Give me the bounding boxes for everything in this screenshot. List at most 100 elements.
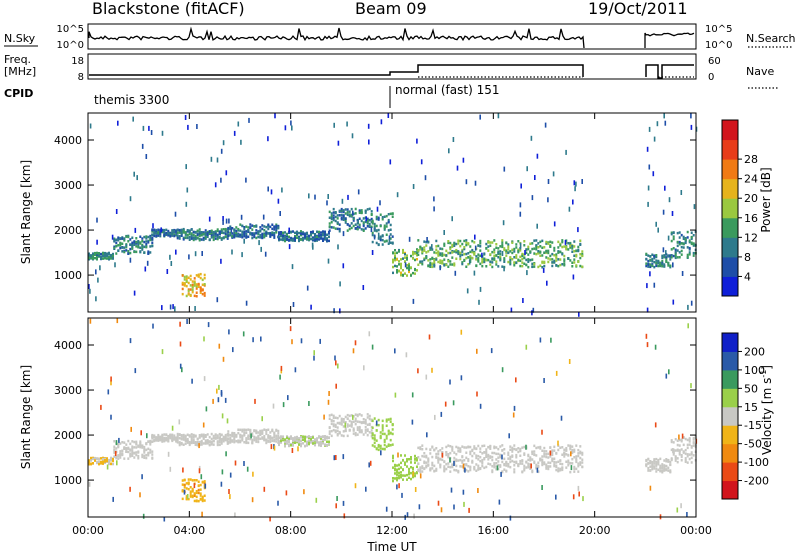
scatter-cell <box>176 432 179 436</box>
scatter-cell <box>559 258 562 261</box>
scatter-cell <box>489 263 492 266</box>
scatter-cell <box>145 242 148 246</box>
scatter-cell <box>567 248 570 251</box>
colorbar-segment <box>722 480 738 500</box>
noise-cell <box>114 451 117 456</box>
noise-cell <box>564 239 567 245</box>
scatter-cell <box>423 246 426 249</box>
scatter-cell <box>119 246 122 250</box>
scatter-cell <box>672 441 675 444</box>
scatter-cell <box>216 228 219 231</box>
scatter-cell <box>394 477 396 480</box>
scatter-cell <box>336 421 339 425</box>
scatter-cell <box>521 257 524 261</box>
scatter-cell <box>443 253 446 257</box>
scatter-cell <box>461 459 464 463</box>
scatter-cell <box>545 251 548 254</box>
scatter-cell <box>567 454 570 457</box>
scatter-cell <box>186 233 189 237</box>
scatter-cell <box>541 462 544 465</box>
scatter-cell <box>459 255 462 258</box>
scatter-cell <box>342 418 345 421</box>
scatter-cell <box>475 469 478 472</box>
scatter-cell <box>199 492 202 495</box>
scatter-cell <box>316 235 318 238</box>
scatter-cell <box>249 430 252 434</box>
scatter-cell <box>383 443 386 447</box>
scatter-cell <box>290 237 292 240</box>
scatter-cell <box>129 448 132 451</box>
scatter-cell <box>165 233 168 236</box>
scatter-cell <box>515 453 518 457</box>
scatter-cell <box>649 263 652 266</box>
scatter-cell <box>249 428 252 432</box>
scatter-cell <box>449 251 452 255</box>
noise-cell <box>182 467 184 473</box>
scatter-cell <box>565 466 568 469</box>
noise-cell <box>690 300 693 306</box>
noise-cell <box>172 304 174 310</box>
scatter-cell <box>400 454 402 457</box>
scatter-cell <box>541 455 544 458</box>
noise-cell <box>388 239 391 244</box>
noise-cell <box>222 216 224 221</box>
scatter-cell <box>218 440 221 444</box>
scatter-cell <box>267 232 270 235</box>
scatter-cell <box>473 447 476 450</box>
scatter-cell <box>661 469 664 473</box>
scatter-cell <box>370 210 373 213</box>
scatter-cell <box>193 281 196 285</box>
scatter-cell <box>387 221 390 224</box>
scatter-cell <box>296 231 298 234</box>
scatter-cell <box>163 234 166 237</box>
scatter-cell <box>196 442 199 445</box>
scatter-cell <box>135 250 138 254</box>
scatter-cell <box>557 444 560 447</box>
scatter-cell <box>129 247 132 251</box>
scatter-cell <box>543 261 546 265</box>
scatter-cell <box>493 446 496 450</box>
scatter-cell <box>416 254 418 257</box>
scatter-cell <box>487 241 490 244</box>
noise-cell <box>130 426 132 432</box>
scatter-cell <box>139 443 142 447</box>
scatter-cell <box>531 450 534 453</box>
scatter-cell <box>117 457 120 460</box>
scatter-cell <box>581 254 584 258</box>
noise-cell <box>405 352 408 358</box>
scatter-cell <box>505 254 508 257</box>
scatter-cell <box>131 449 134 453</box>
scatter-cell <box>245 225 248 228</box>
noise-cell <box>578 311 580 317</box>
noise-cell <box>443 230 445 235</box>
scatter-cell <box>651 464 654 467</box>
scatter-cell <box>553 449 556 452</box>
y-tick-label: 1000 <box>54 474 82 487</box>
scatter-cell <box>94 252 96 255</box>
scatter-cell <box>358 211 361 214</box>
scatter-cell <box>282 234 284 237</box>
scatter-cell <box>241 439 244 442</box>
noise-cell <box>260 246 262 252</box>
scatter-cell <box>212 233 215 236</box>
scatter-cell <box>195 295 198 298</box>
scatter-cell <box>227 440 230 444</box>
scatter-cell <box>678 438 681 442</box>
scatter-cell <box>414 454 416 458</box>
scatter-cell <box>322 237 324 240</box>
scatter-cell <box>684 437 687 441</box>
scatter-cell <box>203 291 206 295</box>
scatter-cell <box>515 243 518 246</box>
scatter-cell <box>433 259 436 262</box>
scatter-cell <box>392 265 394 269</box>
scatter-cell <box>366 433 369 437</box>
scatter-cell <box>362 421 365 424</box>
scatter-cell <box>310 237 312 241</box>
scatter-cell <box>314 238 316 242</box>
scatter-cell <box>557 250 560 253</box>
noise-cell <box>568 359 571 364</box>
scatter-cell <box>571 462 574 465</box>
scatter-cell <box>457 252 460 256</box>
scatter-cell <box>358 217 361 220</box>
scatter-cell <box>455 453 458 456</box>
